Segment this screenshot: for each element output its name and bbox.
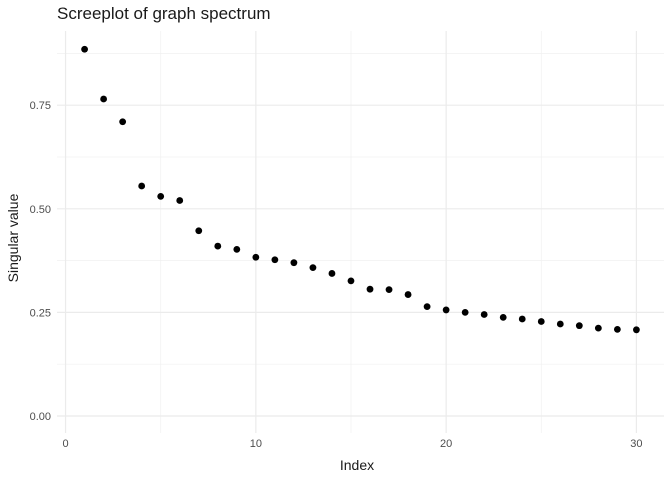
y-tick-label: 0.50 [30,204,51,216]
data-point [537,318,545,325]
data-point [290,259,298,267]
data-point [613,325,621,333]
data-point [385,286,393,294]
data-point [100,95,108,103]
data-point [442,306,450,314]
data-point [176,197,184,204]
x-tick-label: 30 [630,438,642,450]
data-point [556,320,564,328]
data-point [233,246,241,253]
data-point [404,291,412,298]
data-point [309,264,317,272]
data-point [499,313,507,321]
y-tick-label: 0.75 [30,100,51,112]
data-point [594,324,602,332]
data-point [252,253,260,261]
x-tick-label: 10 [250,438,262,450]
data-point [195,227,203,235]
data-point [271,256,279,264]
data-point [633,326,640,334]
plot-title: Screeplot of graph spectrum [57,4,271,23]
x-tick-label: 0 [63,438,69,450]
data-point [347,277,355,285]
data-point [366,285,374,293]
data-point [214,242,222,250]
data-point [81,45,88,53]
data-point [575,322,583,330]
data-point [138,182,146,190]
data-point [480,311,488,318]
y-tick-label: 0.25 [30,307,51,319]
data-point [119,118,127,126]
x-axis-title: Index [339,457,375,473]
x-tick-label: 20 [440,438,452,450]
data-point [157,192,165,200]
data-point [518,315,526,323]
data-point [328,270,336,277]
data-point [461,309,469,316]
y-tick-label: 0.00 [30,411,51,423]
data-point [423,303,431,310]
